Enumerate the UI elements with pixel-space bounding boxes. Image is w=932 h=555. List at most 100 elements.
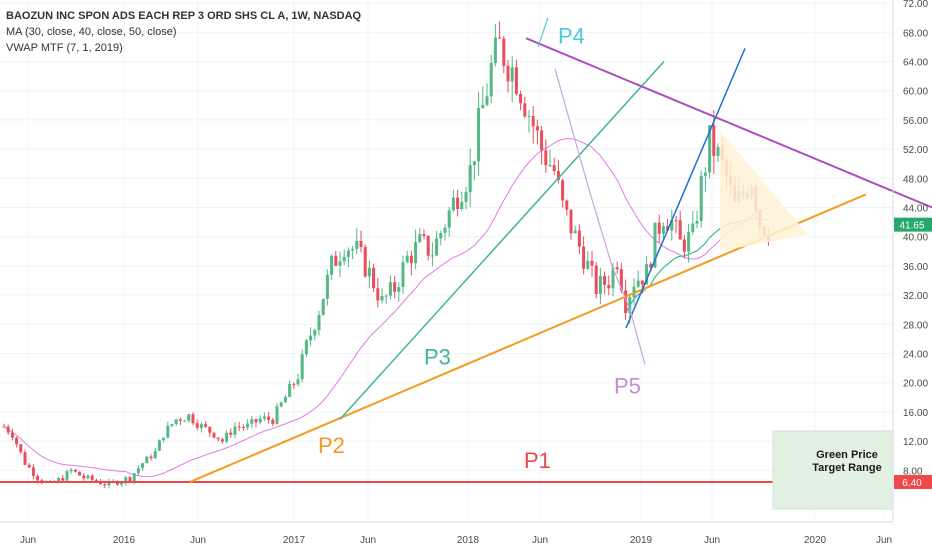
candle-body bbox=[128, 477, 132, 482]
grid bbox=[0, 0, 893, 522]
candle-body bbox=[69, 469, 73, 472]
candle-body bbox=[708, 125, 712, 173]
candle-body bbox=[325, 274, 329, 299]
candle-body bbox=[414, 242, 418, 264]
label-p2: P2 bbox=[318, 433, 345, 458]
candle-body bbox=[254, 419, 258, 423]
candle-body bbox=[502, 38, 506, 66]
candle-body bbox=[162, 437, 166, 441]
candle-body bbox=[678, 220, 682, 240]
candle-body bbox=[275, 406, 279, 424]
candle-body bbox=[220, 439, 224, 442]
candle-body bbox=[611, 267, 615, 289]
candle-body bbox=[27, 464, 31, 468]
candle-body bbox=[460, 201, 464, 210]
candle-body bbox=[204, 424, 208, 427]
legend-ma: MA (30, close, 40, close, 50, close) bbox=[6, 26, 177, 38]
legend-vwap: VWAP MTF (7, 1, 2019) bbox=[6, 42, 123, 54]
candle-body bbox=[86, 475, 90, 479]
candle-body bbox=[447, 210, 451, 228]
candle-body bbox=[640, 280, 644, 285]
y-tick-label: 44.00 bbox=[903, 204, 928, 215]
candle-body bbox=[288, 383, 292, 397]
candle-body bbox=[296, 379, 300, 385]
label-p5: P5 bbox=[614, 374, 641, 399]
x-tick-label: Jun bbox=[876, 535, 892, 546]
candle-body bbox=[544, 150, 548, 166]
candle-body bbox=[359, 240, 363, 248]
candle-body bbox=[384, 295, 388, 297]
candle-body bbox=[23, 452, 27, 465]
candle-body bbox=[489, 63, 493, 97]
candle-body bbox=[607, 284, 611, 289]
candle-body bbox=[632, 286, 636, 298]
legend-title: BAOZUN INC SPON ADS EACH REP 3 ORD SHS C… bbox=[6, 10, 362, 22]
candle-body bbox=[65, 471, 69, 481]
candle-body bbox=[695, 221, 699, 224]
candle-body bbox=[565, 200, 569, 210]
candle-body bbox=[309, 335, 313, 341]
candle-body bbox=[691, 223, 695, 232]
y-tick-label: 64.00 bbox=[903, 58, 928, 69]
candle-body bbox=[430, 255, 434, 257]
target-box-label: Target Range bbox=[812, 462, 881, 474]
candle-body bbox=[300, 354, 304, 380]
candle-body bbox=[699, 175, 703, 222]
candle-body bbox=[519, 93, 523, 104]
candle-body bbox=[552, 165, 556, 172]
candle-body bbox=[712, 125, 716, 156]
candle-body bbox=[187, 414, 191, 421]
candle-body bbox=[157, 440, 161, 451]
trendline-p3 bbox=[339, 60, 665, 420]
triangle-pattern bbox=[720, 130, 808, 252]
candle-body bbox=[577, 230, 581, 247]
candle-body bbox=[472, 161, 476, 166]
candle-body bbox=[149, 456, 153, 459]
candle-body bbox=[351, 249, 355, 251]
candle-body bbox=[279, 402, 283, 407]
candle-body bbox=[527, 116, 531, 118]
x-tick-label: 2017 bbox=[283, 535, 306, 546]
y-tick-label: 48.00 bbox=[903, 174, 928, 185]
candle-body bbox=[401, 262, 405, 288]
candle-body bbox=[561, 180, 565, 201]
x-tick-label: 2018 bbox=[457, 535, 480, 546]
candle-body bbox=[355, 240, 359, 250]
trendline-blue bbox=[625, 48, 746, 329]
y-tick-label: 24.00 bbox=[903, 350, 928, 361]
candle-body bbox=[376, 288, 380, 301]
candles bbox=[2, 21, 770, 489]
y-tick-label: 8.00 bbox=[903, 466, 923, 477]
candle-body bbox=[443, 227, 447, 233]
support-price-tag bbox=[894, 474, 932, 489]
candle-body bbox=[569, 209, 573, 234]
candle-body bbox=[317, 314, 321, 331]
candle-body bbox=[674, 220, 678, 222]
x-tick-label: 2016 bbox=[113, 535, 136, 546]
candle-body bbox=[397, 287, 401, 292]
candle-body bbox=[267, 416, 271, 420]
candle-body bbox=[468, 165, 472, 193]
trendline-p4 bbox=[537, 17, 549, 48]
candle-body bbox=[363, 247, 367, 277]
candle-body bbox=[178, 419, 182, 421]
candle-body bbox=[409, 255, 413, 264]
candle-body bbox=[346, 250, 350, 257]
candle-body bbox=[271, 419, 275, 424]
candle-body bbox=[6, 426, 10, 433]
candle-body bbox=[233, 426, 237, 435]
moving-averages bbox=[3, 138, 769, 478]
candle-body bbox=[19, 444, 23, 453]
candle-body bbox=[120, 482, 124, 485]
candle-body bbox=[153, 450, 157, 459]
x-tick-label: Jun bbox=[360, 535, 376, 546]
candle-body bbox=[216, 437, 220, 440]
candle-body bbox=[246, 423, 250, 428]
candle-body bbox=[548, 165, 552, 167]
candle-body bbox=[439, 232, 443, 239]
candle-body bbox=[321, 298, 325, 315]
x-tick-label: 2019 bbox=[630, 535, 653, 546]
